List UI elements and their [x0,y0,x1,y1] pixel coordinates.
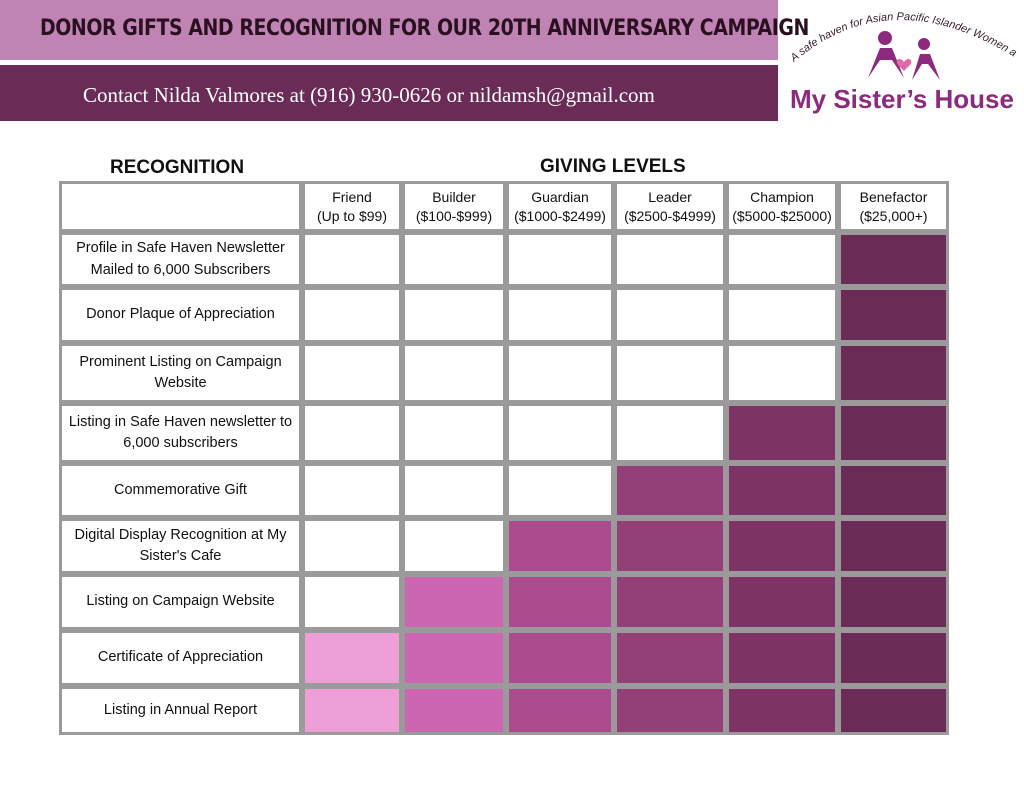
empty-cell [614,403,726,463]
title-band [0,0,778,60]
row-label: Digital Display Recognition at My Sister… [59,518,302,574]
included-cell [402,574,506,630]
empty-cell [402,232,506,287]
contact: Contact Nilda Valmores at (916) 930-0626… [83,83,655,107]
logo: A safe haven for Asian Pacific Islander … [780,0,1019,114]
empty-cell [302,287,402,343]
recognition-heading: RECOGNITION [110,157,245,178]
level-name: Guardian [531,188,589,205]
level-header: Benefactor ($25,000+) [838,181,949,232]
included-cell [302,686,402,735]
included-cell [614,463,726,518]
row-label: Certificate of Appreciation [59,630,302,686]
empty-cell [614,343,726,403]
row-label: Listing in Annual Report [59,686,302,735]
included-cell [506,574,614,630]
logo-name: My Sister’s House [790,84,1014,114]
included-cell [838,463,949,518]
included-cell [838,518,949,574]
empty-cell [506,343,614,403]
empty-cell [614,232,726,287]
level-header: Leader ($2500-$4999) [614,181,726,232]
empty-cell [302,343,402,403]
level-range: ($5000-$25000) [732,207,832,224]
row-label: Listing on Campaign Website [59,574,302,630]
included-cell [506,686,614,735]
row-label: Listing in Safe Haven newsletter to 6,00… [59,403,302,463]
included-cell [838,574,949,630]
row-label: Prominent Listing on Campaign Website [59,343,302,403]
level-name: Friend [332,188,372,205]
included-cell [838,232,949,287]
empty-cell [302,574,402,630]
level-name: Leader [648,188,692,205]
included-cell [302,630,402,686]
included-cell [838,686,949,735]
included-cell [614,630,726,686]
included-cell [506,630,614,686]
level-header: Friend (Up to $99) [302,181,402,232]
empty-cell [506,463,614,518]
included-cell [838,343,949,403]
logo-tagline-path: A safe haven for Asian Pacific Islander … [780,0,1019,65]
empty-cell [302,463,402,518]
level-name: Champion [750,188,814,205]
empty-cell [402,287,506,343]
empty-cell [302,403,402,463]
level-header: Champion ($5000-$25000) [726,181,838,232]
included-cell [402,630,506,686]
included-cell [614,686,726,735]
level-header: Guardian ($1000-$2499) [506,181,614,232]
empty-cell [726,232,838,287]
title: DONOR GIFTS AND RECOGNITION FOR OUR 20TH… [40,16,809,41]
empty-cell [506,403,614,463]
contact-band [0,65,778,121]
table: Friend (Up to $99) Builder ($100-$999) Guard… [59,181,949,735]
included-cell [402,686,506,735]
level-name: Benefactor [859,188,928,205]
included-cell [614,574,726,630]
levels-heading: GIVING LEVELS [540,156,686,177]
included-cell [726,686,838,735]
empty-cell [506,287,614,343]
empty-cell [402,403,506,463]
empty-cell [614,287,726,343]
empty-cell [402,518,506,574]
empty-cell [402,343,506,403]
level-header: Builder ($100-$999) [402,181,506,232]
included-cell [726,463,838,518]
empty-cell [726,343,838,403]
included-cell [506,518,614,574]
included-cell [614,518,726,574]
row-label: Donor Plaque of Appreciation [59,287,302,343]
level-range: ($2500-$4999) [624,207,716,224]
empty-cell [302,232,402,287]
included-cell [726,630,838,686]
empty-cell [506,232,614,287]
level-range: ($1000-$2499) [514,207,606,224]
empty-cell [302,518,402,574]
empty-cell [402,463,506,518]
row-label: Commemorative Gift [59,463,302,518]
level-range: ($25,000+) [859,207,928,224]
included-cell [726,518,838,574]
level-range: ($100-$999) [415,207,493,224]
level-range: (Up to $99) [316,207,388,224]
included-cell [726,403,838,463]
level-name: Builder [432,188,476,205]
included-cell [838,287,949,343]
row-label: Profile in Safe Haven Newsletter Mailed … [59,232,302,287]
included-cell [838,403,949,463]
header-corner [59,181,302,232]
logo-tagline: A safe haven for Asian Pacific Islander … [780,0,1019,65]
empty-cell [726,287,838,343]
included-cell [838,630,949,686]
included-cell [726,574,838,630]
